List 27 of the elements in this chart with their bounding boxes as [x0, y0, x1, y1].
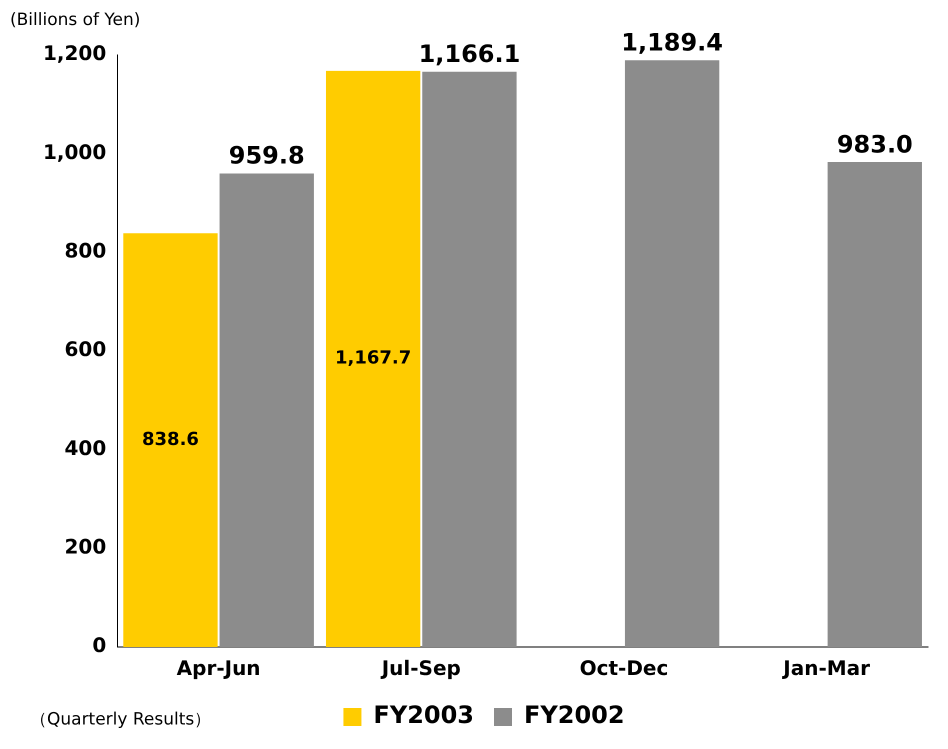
- y-tick-label: 0: [92, 633, 106, 658]
- x-tick-label: Jan-Mar: [781, 656, 870, 680]
- bar: [326, 70, 420, 647]
- x-tick-label: Apr-Jun: [176, 656, 261, 680]
- bar: [422, 72, 517, 647]
- y-tick-label: 1,000: [42, 140, 106, 164]
- data-label: 1,166.1: [418, 40, 520, 68]
- y-tick-label: 200: [64, 534, 106, 559]
- data-label: 1,189.4: [621, 28, 723, 56]
- bar: [624, 60, 720, 647]
- x-tick-label: Oct-Dec: [580, 656, 668, 680]
- data-label: 959.8: [228, 142, 305, 170]
- y-tick-label: 600: [64, 337, 106, 362]
- y-tick-label: 800: [64, 238, 106, 263]
- x-tick-label: Jul-Sep: [380, 656, 461, 680]
- legend-label: FY2003: [373, 701, 474, 730]
- data-label: 1,167.7: [334, 348, 412, 369]
- bar: [123, 233, 218, 647]
- legend-label: FY2002: [524, 701, 625, 730]
- data-label: 983.0: [836, 130, 913, 158]
- y-tick-label: 400: [64, 436, 106, 460]
- y-tick-label: 1,200: [42, 41, 106, 66]
- data-label: 838.6: [142, 428, 199, 450]
- bar: [220, 174, 314, 647]
- y-axis-title: (Billions of Yen): [10, 10, 140, 30]
- text: （Quarterly Results）: [30, 709, 212, 730]
- bar: [828, 162, 922, 647]
